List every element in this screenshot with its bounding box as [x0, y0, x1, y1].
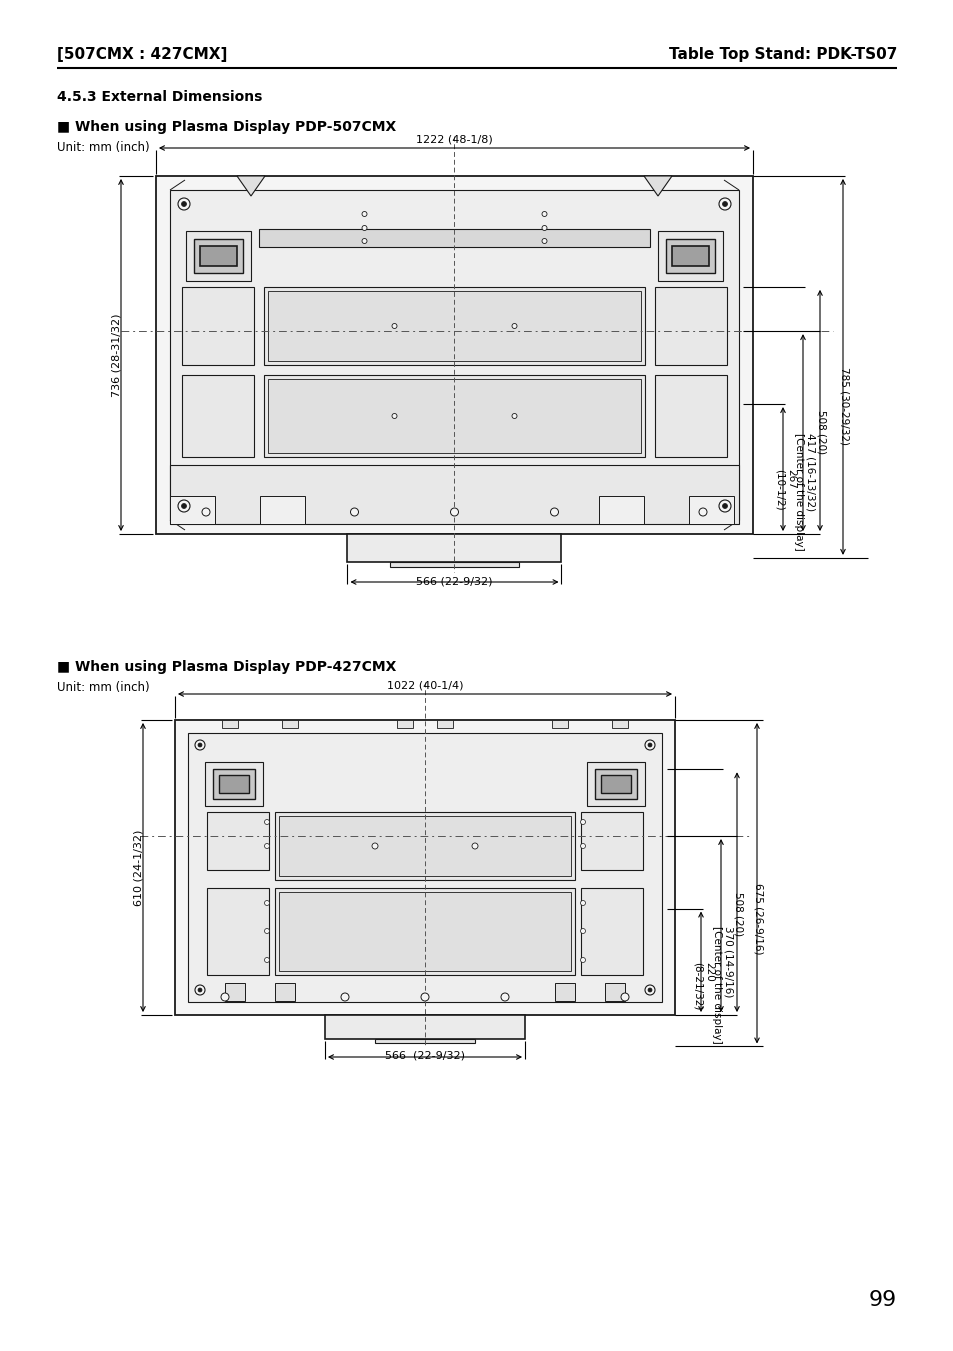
Text: 610 (24-1/32): 610 (24-1/32) — [133, 830, 144, 905]
Text: 417 (16-13/32)
[Center of the display]: 417 (16-13/32) [Center of the display] — [793, 432, 815, 550]
Circle shape — [647, 988, 651, 992]
Bar — [375, 1039, 475, 1043]
Circle shape — [541, 239, 546, 243]
Text: 566 (22-9/32): 566 (22-9/32) — [416, 576, 493, 586]
Polygon shape — [643, 176, 671, 196]
Bar — [213, 769, 254, 798]
Circle shape — [420, 993, 429, 1001]
Text: Unit: mm (inch): Unit: mm (inch) — [57, 681, 150, 694]
Circle shape — [541, 212, 546, 216]
Circle shape — [340, 993, 349, 1001]
Circle shape — [512, 413, 517, 419]
Circle shape — [361, 212, 367, 216]
Text: 4.5.3 External Dimensions: 4.5.3 External Dimensions — [57, 91, 262, 104]
Bar — [580, 888, 642, 975]
Bar — [278, 816, 571, 875]
Bar — [186, 231, 251, 281]
Circle shape — [500, 993, 509, 1001]
Bar — [268, 290, 640, 361]
Circle shape — [579, 958, 585, 962]
Circle shape — [194, 740, 205, 750]
Circle shape — [178, 199, 190, 209]
Bar — [274, 812, 575, 880]
Bar — [604, 984, 624, 1001]
Circle shape — [450, 508, 458, 516]
Bar — [156, 176, 752, 534]
Bar — [598, 496, 643, 524]
Bar — [688, 496, 733, 524]
Bar — [207, 888, 269, 975]
Circle shape — [392, 413, 396, 419]
Bar — [193, 239, 243, 273]
Bar — [586, 762, 644, 807]
Bar — [188, 734, 661, 1002]
Bar — [182, 376, 253, 457]
Bar — [390, 562, 518, 567]
Text: 508 (20): 508 (20) — [733, 892, 743, 936]
Circle shape — [721, 201, 727, 207]
Circle shape — [264, 843, 269, 848]
Bar — [200, 246, 236, 266]
Circle shape — [721, 504, 727, 508]
Bar — [274, 984, 294, 1001]
Circle shape — [719, 199, 730, 209]
Circle shape — [472, 843, 477, 848]
Bar — [282, 720, 297, 728]
Text: ■ When using Plasma Display PDP-427CMX: ■ When using Plasma Display PDP-427CMX — [57, 661, 395, 674]
Bar — [612, 720, 627, 728]
Text: 1222 (48-1/8): 1222 (48-1/8) — [416, 135, 493, 145]
Bar — [665, 239, 714, 273]
Text: 785 (30-29/32): 785 (30-29/32) — [840, 367, 849, 444]
Circle shape — [620, 993, 628, 1001]
Bar — [671, 246, 708, 266]
Bar — [580, 812, 642, 870]
Circle shape — [264, 901, 269, 905]
Text: 508 (20): 508 (20) — [816, 411, 826, 454]
Circle shape — [579, 843, 585, 848]
Circle shape — [264, 928, 269, 934]
Circle shape — [181, 201, 186, 207]
Circle shape — [699, 508, 706, 516]
Bar — [258, 230, 649, 247]
Circle shape — [198, 988, 202, 992]
Circle shape — [178, 500, 190, 512]
Circle shape — [202, 508, 210, 516]
Circle shape — [579, 901, 585, 905]
Text: Table Top Stand: PDK-TS07: Table Top Stand: PDK-TS07 — [668, 47, 896, 62]
Bar — [207, 812, 269, 870]
Circle shape — [644, 985, 655, 994]
Bar — [396, 720, 413, 728]
Text: ■ When using Plasma Display PDP-507CMX: ■ When using Plasma Display PDP-507CMX — [57, 120, 395, 134]
Bar — [264, 376, 644, 457]
Circle shape — [194, 985, 205, 994]
Bar — [552, 720, 567, 728]
Bar — [555, 984, 575, 1001]
Bar — [658, 231, 722, 281]
Circle shape — [221, 993, 229, 1001]
Text: [507CMX : 427CMX]: [507CMX : 427CMX] — [57, 47, 227, 62]
Bar — [170, 496, 214, 524]
Text: 675 (26-9/16): 675 (26-9/16) — [753, 884, 763, 955]
Circle shape — [198, 743, 202, 747]
Bar — [436, 720, 453, 728]
Circle shape — [372, 843, 377, 848]
Bar — [655, 286, 726, 365]
Circle shape — [361, 239, 367, 243]
Bar — [600, 775, 630, 793]
Circle shape — [264, 958, 269, 962]
Bar — [347, 534, 561, 562]
Bar — [182, 286, 253, 365]
Text: 566  (22-9/32): 566 (22-9/32) — [385, 1051, 464, 1061]
Bar — [325, 1015, 524, 1039]
Circle shape — [579, 820, 585, 824]
Text: 220
(8-21/32): 220 (8-21/32) — [692, 962, 713, 1011]
Circle shape — [392, 323, 396, 328]
Bar — [205, 762, 263, 807]
Bar — [222, 720, 237, 728]
Bar — [278, 892, 571, 971]
Circle shape — [264, 820, 269, 824]
Bar — [655, 376, 726, 457]
Circle shape — [644, 740, 655, 750]
Circle shape — [719, 500, 730, 512]
Bar — [225, 984, 245, 1001]
